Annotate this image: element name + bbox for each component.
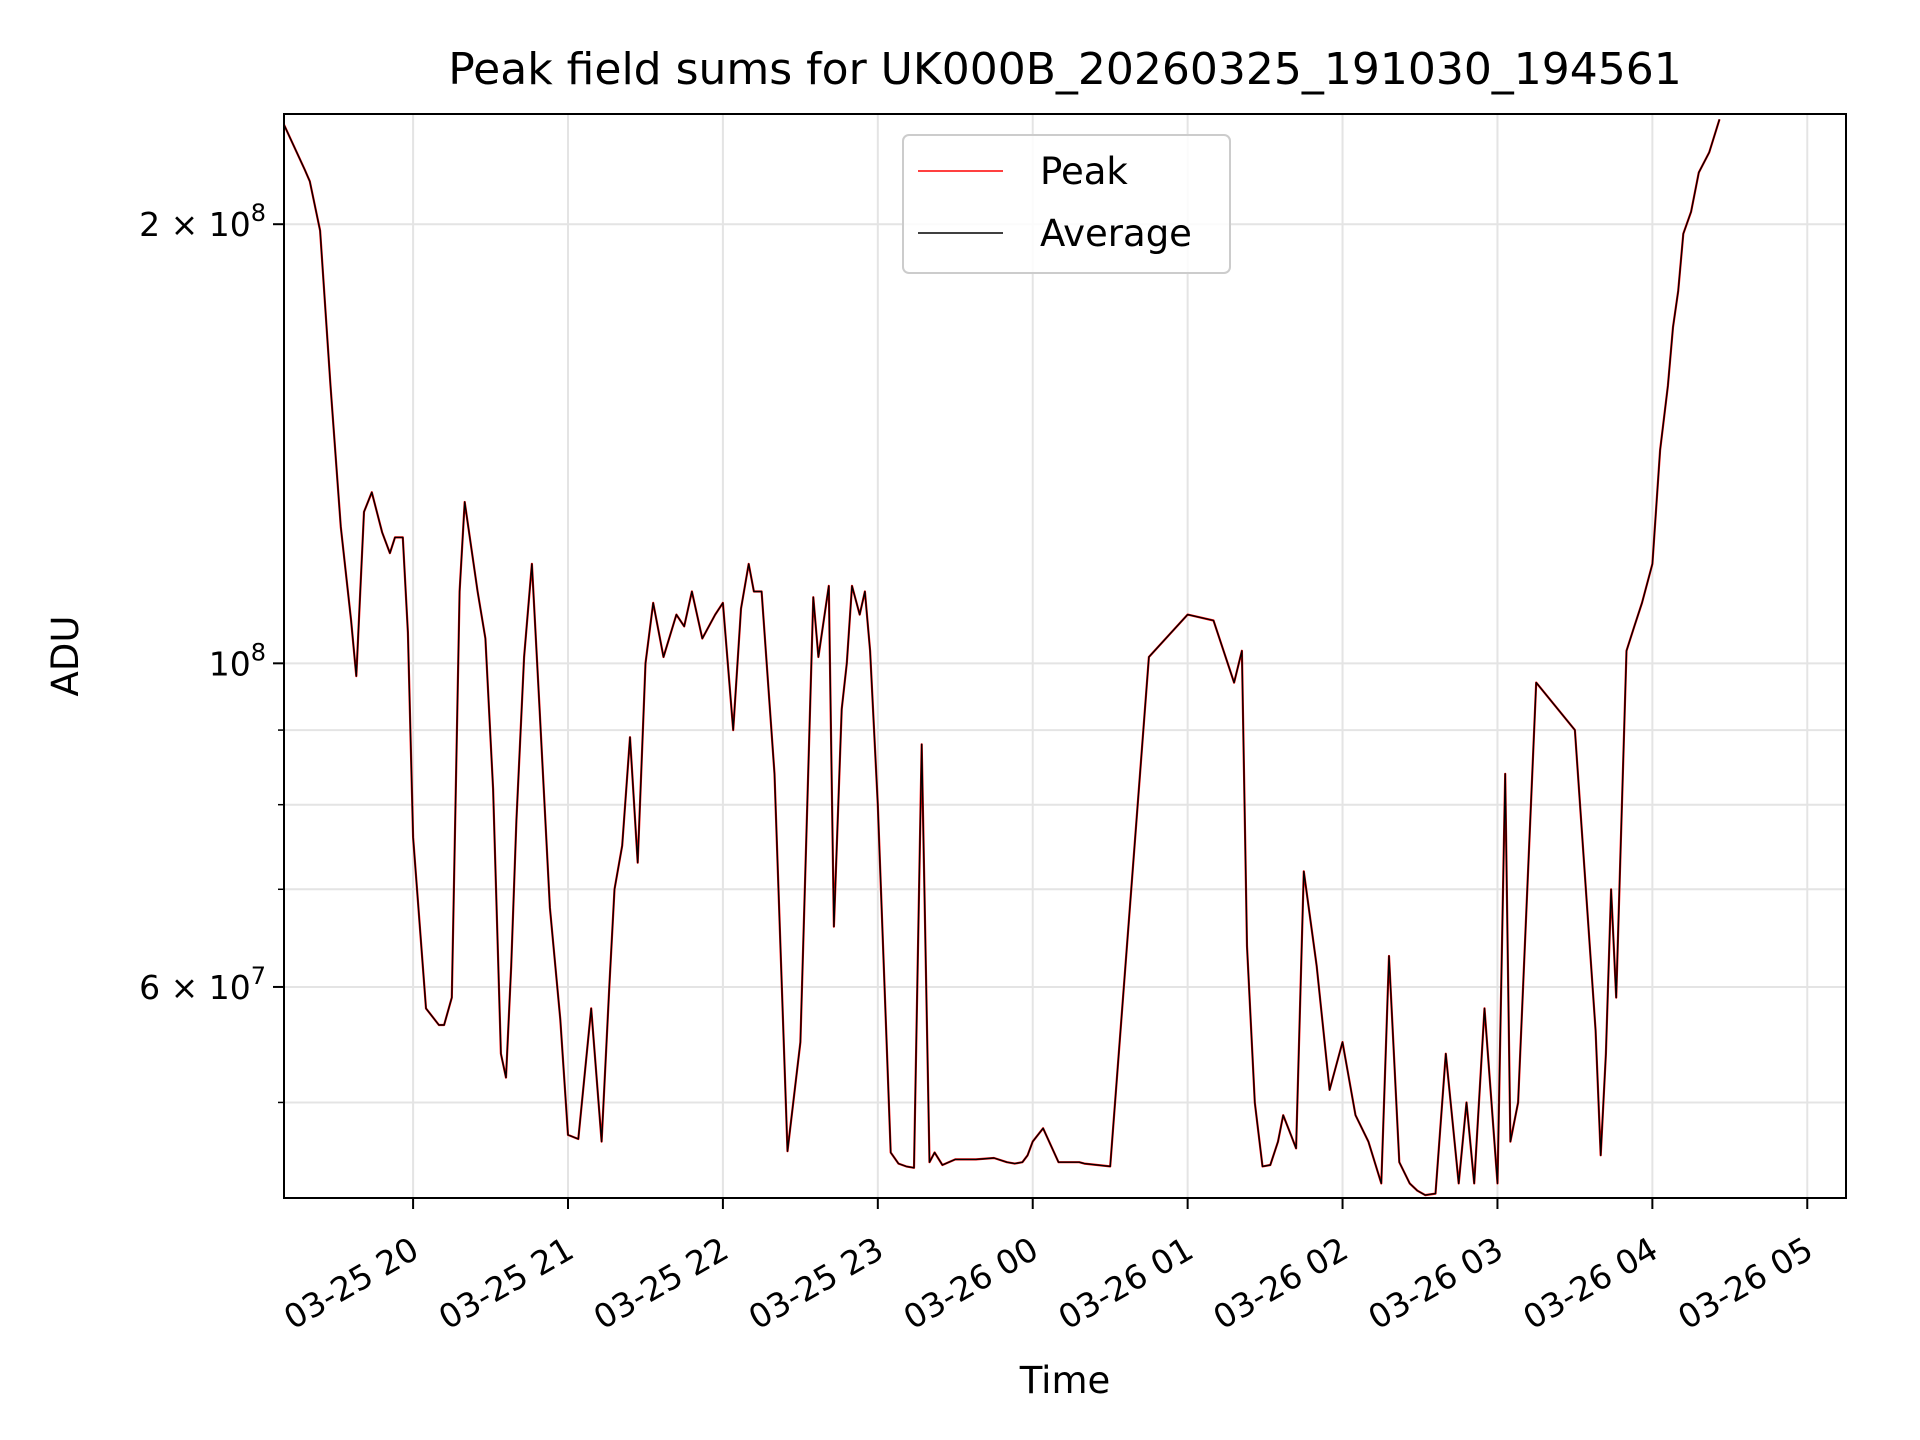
legend: Peak Average — [902, 134, 1231, 274]
legend-label-peak: Peak — [1040, 150, 1128, 193]
x-axis-label: Time — [1019, 1359, 1111, 1402]
series-line-average — [283, 119, 1721, 1196]
plot-frame — [283, 113, 1847, 1199]
legend-label-average: Average — [1040, 212, 1192, 255]
y-tick-label: 6 × 107 — [139, 962, 266, 1007]
legend-box — [902, 134, 1231, 274]
y-tick-label: 2 × 108 — [139, 199, 266, 244]
chart-title: Peak field sums for UK000B_20260325_1910… — [448, 44, 1682, 95]
y-axis-label: ADU — [44, 616, 87, 697]
y-tick-label: 108 — [209, 638, 266, 683]
series-layer — [283, 118, 1721, 1197]
